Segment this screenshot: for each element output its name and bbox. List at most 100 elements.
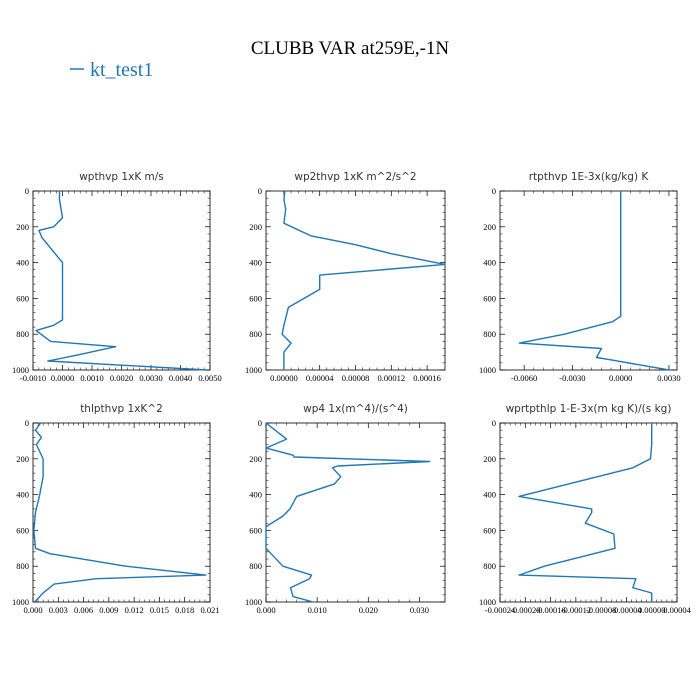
y-tick-label: 1000	[479, 365, 496, 375]
legend-label: kt_test1	[90, 59, 153, 81]
y-tick-label: 600	[16, 525, 29, 535]
panel-6: wprtpthlp 1-E-3x(m kg K)/(s kg)-0.00024-…	[479, 403, 692, 615]
y-tick-label: 200	[483, 222, 496, 232]
x-tick-label: -0.00016	[535, 605, 565, 615]
y-tick-label: 800	[483, 561, 496, 571]
plot-frame	[499, 422, 678, 603]
x-tick-label: 0.00000	[270, 373, 298, 383]
y-tick-label: 800	[249, 329, 262, 339]
y-tick-label: 1000	[479, 597, 496, 607]
x-tick-label: 0.0000	[609, 373, 632, 383]
y-tick-label: 1000	[12, 597, 29, 607]
x-tick-label: 0.021	[200, 605, 219, 615]
x-tick-label: 0.012	[125, 605, 144, 615]
y-tick-label: 600	[249, 525, 262, 535]
x-tick-label: 0.00012	[377, 373, 405, 383]
x-tick-label: 0.009	[99, 605, 118, 615]
y-tick-label: 0	[492, 418, 496, 428]
y-tick-label: 400	[249, 490, 262, 500]
series-line	[518, 191, 670, 371]
y-tick-label: 800	[16, 329, 29, 339]
x-tick-label: 0.003	[49, 605, 68, 615]
x-tick-label: 0.00008	[342, 373, 370, 383]
plot-frame	[499, 190, 678, 371]
figure-title: CLUBB VAR at259E,-1N	[251, 38, 450, 59]
y-tick-label: 400	[16, 490, 29, 500]
y-tick-label: 0	[25, 186, 29, 196]
plot-frame	[265, 422, 446, 603]
y-tick-label: 200	[249, 454, 262, 464]
plot-frame	[32, 422, 211, 603]
x-tick-label: 0.018	[175, 605, 194, 615]
y-tick-label: 0	[492, 186, 496, 196]
y-tick-label: 200	[249, 222, 262, 232]
x-tick-label: 0.00016	[413, 373, 441, 383]
x-tick-label: 0.010	[308, 605, 327, 615]
y-tick-label: 0	[25, 418, 29, 428]
panel-3: rtpthvp 1E-3x(kg/kg) K -0.0060 -0.0030 0.00…	[479, 171, 681, 383]
x-tick-label: -0.00012	[561, 605, 591, 615]
x-tick-label: 0.000	[23, 605, 42, 615]
y-tick-label: 200	[483, 454, 496, 464]
panel-title: rtpthvp 1E-3x(kg/kg) K	[529, 171, 650, 183]
x-tick-label: 0.020	[359, 605, 378, 615]
y-tick-label: 1000	[245, 597, 262, 607]
y-tick-label: 200	[16, 454, 29, 464]
x-tick-label: -0.00004	[611, 605, 642, 615]
panel-1: wpthvp 1xK m/s -0.0010 0.0000 0.0010 0.0020 0…	[12, 171, 222, 383]
y-tick-label: 600	[249, 293, 262, 303]
x-tick-label: 0.00004	[663, 605, 691, 615]
panel-title: wpthvp 1xK m/s	[79, 171, 164, 183]
y-tick-label: 600	[483, 293, 496, 303]
y-tick-label: 800	[249, 561, 262, 571]
x-tick-label: -0.00020	[510, 605, 540, 615]
x-tick-label: 0.0000	[51, 373, 74, 383]
x-tick-label: 0.030	[410, 605, 429, 615]
x-tick-label: 0.00000	[638, 605, 666, 615]
x-tick-label: -0.0010	[20, 373, 46, 383]
x-tick-label: 0.015	[150, 605, 169, 615]
x-tick-label: 0.000	[256, 605, 275, 615]
y-tick-label: 400	[483, 258, 496, 268]
x-tick-label: 0.006	[74, 605, 93, 615]
series-line	[281, 190, 446, 370]
x-tick-label: 0.0030	[139, 373, 162, 383]
series-line	[33, 422, 207, 603]
x-tick-label: 0.00004	[306, 373, 334, 383]
series-line	[265, 422, 431, 603]
plot-frame	[32, 190, 211, 371]
y-tick-label: 1000	[245, 365, 262, 375]
x-tick-label: 0.0020	[110, 373, 133, 383]
y-tick-label: 400	[249, 258, 262, 268]
x-tick-label: -0.0060	[511, 373, 537, 383]
y-tick-label: 600	[483, 525, 496, 535]
panel-title: thlpthvp 1xK^2	[80, 403, 163, 415]
y-tick-label: 600	[16, 293, 29, 303]
y-tick-label: 400	[483, 490, 496, 500]
series-line	[518, 423, 653, 602]
x-tick-label: -0.00008	[586, 605, 616, 615]
y-tick-label: 0	[258, 418, 262, 428]
x-tick-label: 0.0030	[657, 373, 680, 383]
x-tick-label: 0.0010	[80, 373, 103, 383]
x-tick-label: -0.0030	[559, 373, 585, 383]
y-tick-label: 200	[16, 222, 29, 232]
panel-4: thlpthvp 1xK^2 0.000 0.003 0.006 0.009 0.012 0…	[12, 403, 220, 615]
x-tick-label: 0.0040	[169, 373, 192, 383]
y-tick-label: 800	[483, 329, 496, 339]
y-tick-label: 0	[258, 186, 262, 196]
y-tick-label: 800	[16, 561, 29, 571]
x-tick-label: -0.00024	[485, 605, 516, 615]
series-line	[35, 191, 208, 371]
y-tick-label: 400	[16, 258, 29, 268]
panel-title: wp2thvp 1xK m^2/s^2	[294, 171, 416, 183]
legend: kt_test1	[70, 59, 153, 81]
plot-frame	[265, 190, 446, 371]
panel-title: wprtpthlp 1-E-3x(m kg K)/(s kg)	[506, 403, 672, 415]
panel-title: wp4 1x(m^4)/(s^4)	[303, 403, 408, 415]
panel-5: wp4 1x(m^4)/(s^4) 0.000 0.010 0.020 0.030 0 20…	[245, 403, 446, 615]
panels: wpthvp 1xK m/s-0.0010 0.0000 0.0010 0.0020 0…	[12, 171, 692, 615]
x-tick-label: 0.0050	[198, 373, 221, 383]
panel-2: wp2thvp 1xK m^2/s^2 0.00000 0.00004 0.00008…	[245, 171, 446, 383]
